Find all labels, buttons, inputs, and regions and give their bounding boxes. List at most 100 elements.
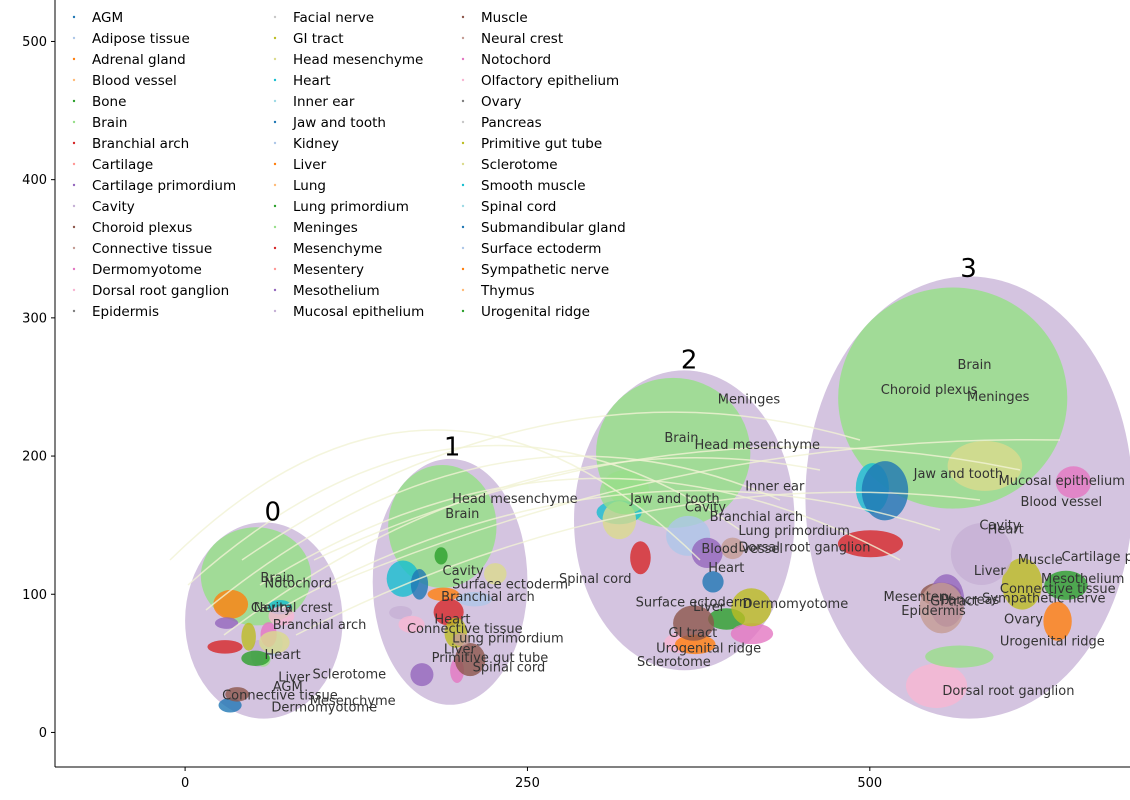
region-label: Connective tissue <box>222 688 338 703</box>
stage-labels: 0 1 2 3 <box>265 254 977 527</box>
tissue-patch <box>919 582 964 634</box>
legend-entry: Spinal cord <box>481 199 556 215</box>
region-label: Epidermis <box>901 604 966 619</box>
region-label: Mesenchyme <box>310 694 396 709</box>
tissue-patch <box>434 547 448 565</box>
y-tick-label: 300 <box>22 311 47 326</box>
legend-marker <box>72 183 76 187</box>
tissue-patch <box>484 563 507 585</box>
region-label: Heart <box>265 648 301 663</box>
region-label: Sclerotome <box>637 655 711 670</box>
legend-entry: AGM <box>92 10 123 26</box>
y-tick-label: 0 <box>39 726 47 741</box>
legend-marker <box>72 288 76 292</box>
tissue-patch <box>241 650 270 666</box>
legend-entry: Connective tissue <box>92 241 212 257</box>
legend-entry: Surface ectoderm <box>481 241 601 257</box>
region-label: Liver <box>693 600 726 615</box>
legend-entry: Smooth muscle <box>481 178 586 194</box>
legend-entry: Brain <box>92 115 127 131</box>
legend-marker <box>72 78 76 82</box>
link-arc <box>313 446 1021 561</box>
stage-label-2: 2 <box>681 345 698 375</box>
legend-entry: Heart <box>293 73 331 89</box>
region-label: Meninges <box>718 393 781 408</box>
legend-marker <box>72 99 76 103</box>
legend-entry: Epidermis <box>92 304 159 320</box>
tissue-patch <box>213 589 249 619</box>
region-label: Mesothelium <box>1041 572 1124 587</box>
region-label: Brain <box>664 431 698 446</box>
legend-entry: Cartilage primordium <box>92 178 236 194</box>
legend-entry: Neural crest <box>481 31 563 47</box>
legend-entry: Mesenchyme <box>293 241 382 257</box>
region-label: Branchial arch <box>441 590 535 605</box>
legend-entry: Mesothelium <box>293 283 380 299</box>
legend-entry: Adipose tissue <box>92 31 190 47</box>
legend-marker <box>273 288 277 292</box>
tissue-patch <box>925 645 994 668</box>
legend-marker <box>461 204 465 208</box>
x-tick-label: 0 <box>181 776 189 791</box>
legend-marker <box>273 246 277 250</box>
region-label: Dorsal root ganglion <box>738 540 870 555</box>
tissue-patch <box>452 633 470 647</box>
legend-entry: Mesentery <box>293 262 364 278</box>
legend-marker <box>273 99 277 103</box>
legend-marker <box>461 57 465 61</box>
legend-marker <box>273 36 277 40</box>
legend-marker <box>461 288 465 292</box>
region-label: Surface ectoderm <box>452 578 568 593</box>
region-label: Head mesenchyme <box>695 438 821 453</box>
region-label: Meninges <box>967 390 1030 405</box>
region-label: Pancreas <box>941 593 1000 608</box>
legend-marker <box>273 120 277 124</box>
tissue-patch <box>207 640 243 654</box>
legend-entry: Submandibular gland <box>481 220 626 236</box>
tissue-patch <box>702 571 724 593</box>
tissue-patch <box>1001 558 1043 610</box>
region-label: Cavity <box>685 500 726 515</box>
legend-entry: Facial nerve <box>293 10 374 26</box>
tissue-patch <box>225 687 249 702</box>
legend-entry: Thymus <box>480 283 535 299</box>
legend-marker <box>273 225 277 229</box>
region-label: Connective tissue <box>407 622 523 637</box>
legend-entry: Bone <box>92 94 126 110</box>
region-label: Cavity <box>251 601 292 616</box>
legend-entry: Urogenital ridge <box>481 304 590 320</box>
legend-marker <box>72 141 76 145</box>
spatial-link-arcs <box>169 411 1061 636</box>
region-label: Liver <box>974 564 1007 579</box>
tissue-patch <box>457 592 492 607</box>
legend-entry: Cartilage <box>92 157 153 173</box>
stage-label-1: 1 <box>444 432 461 462</box>
legend-marker <box>72 57 76 61</box>
legend-marker <box>72 204 76 208</box>
region-label: Jaw and tooth <box>629 492 720 507</box>
tissue-patch <box>674 634 716 655</box>
legend-entry: Sclerotome <box>481 157 558 173</box>
region-label: Head mesenchyme <box>452 492 578 507</box>
tissue-patch <box>599 470 650 515</box>
tissue-patch <box>454 642 486 677</box>
tissue-patch <box>1043 601 1072 641</box>
region-label: Mesentery <box>884 590 953 605</box>
region-label: Blood vessel <box>701 542 783 557</box>
legend-marker <box>461 141 465 145</box>
region-label: Urogenital ridge <box>1000 634 1105 649</box>
link-arc <box>331 438 1061 586</box>
tissue-patch <box>1044 570 1088 600</box>
legend-marker <box>461 78 465 82</box>
region-label: Notochord <box>265 576 332 591</box>
legend-marker <box>273 57 277 61</box>
tissue-patch <box>721 537 745 560</box>
y-tick-label: 200 <box>22 450 47 465</box>
region-label: Cavity <box>443 564 484 579</box>
region-label: Heart <box>988 522 1024 537</box>
x-tick-label: 500 <box>857 776 882 791</box>
region-label: Neural crest <box>254 601 333 616</box>
region-label: Lung primordium <box>452 632 564 647</box>
legend-marker <box>72 120 76 124</box>
